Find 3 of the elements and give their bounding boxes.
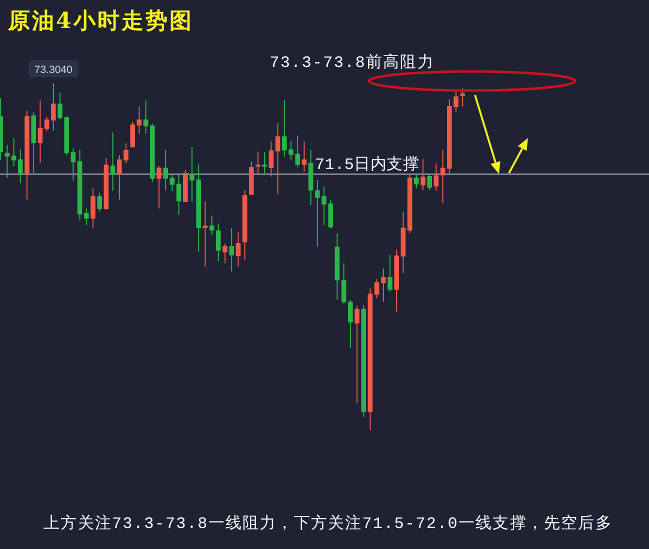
annotation: 73.3-73.8前高阻力 — [270, 54, 434, 72]
title: 原油4小时走势图 — [8, 8, 194, 34]
annotation: 上方关注73.3-73.8一线阻力，下方关注71.5-72.0一线支撑，先空后多 — [44, 515, 612, 533]
